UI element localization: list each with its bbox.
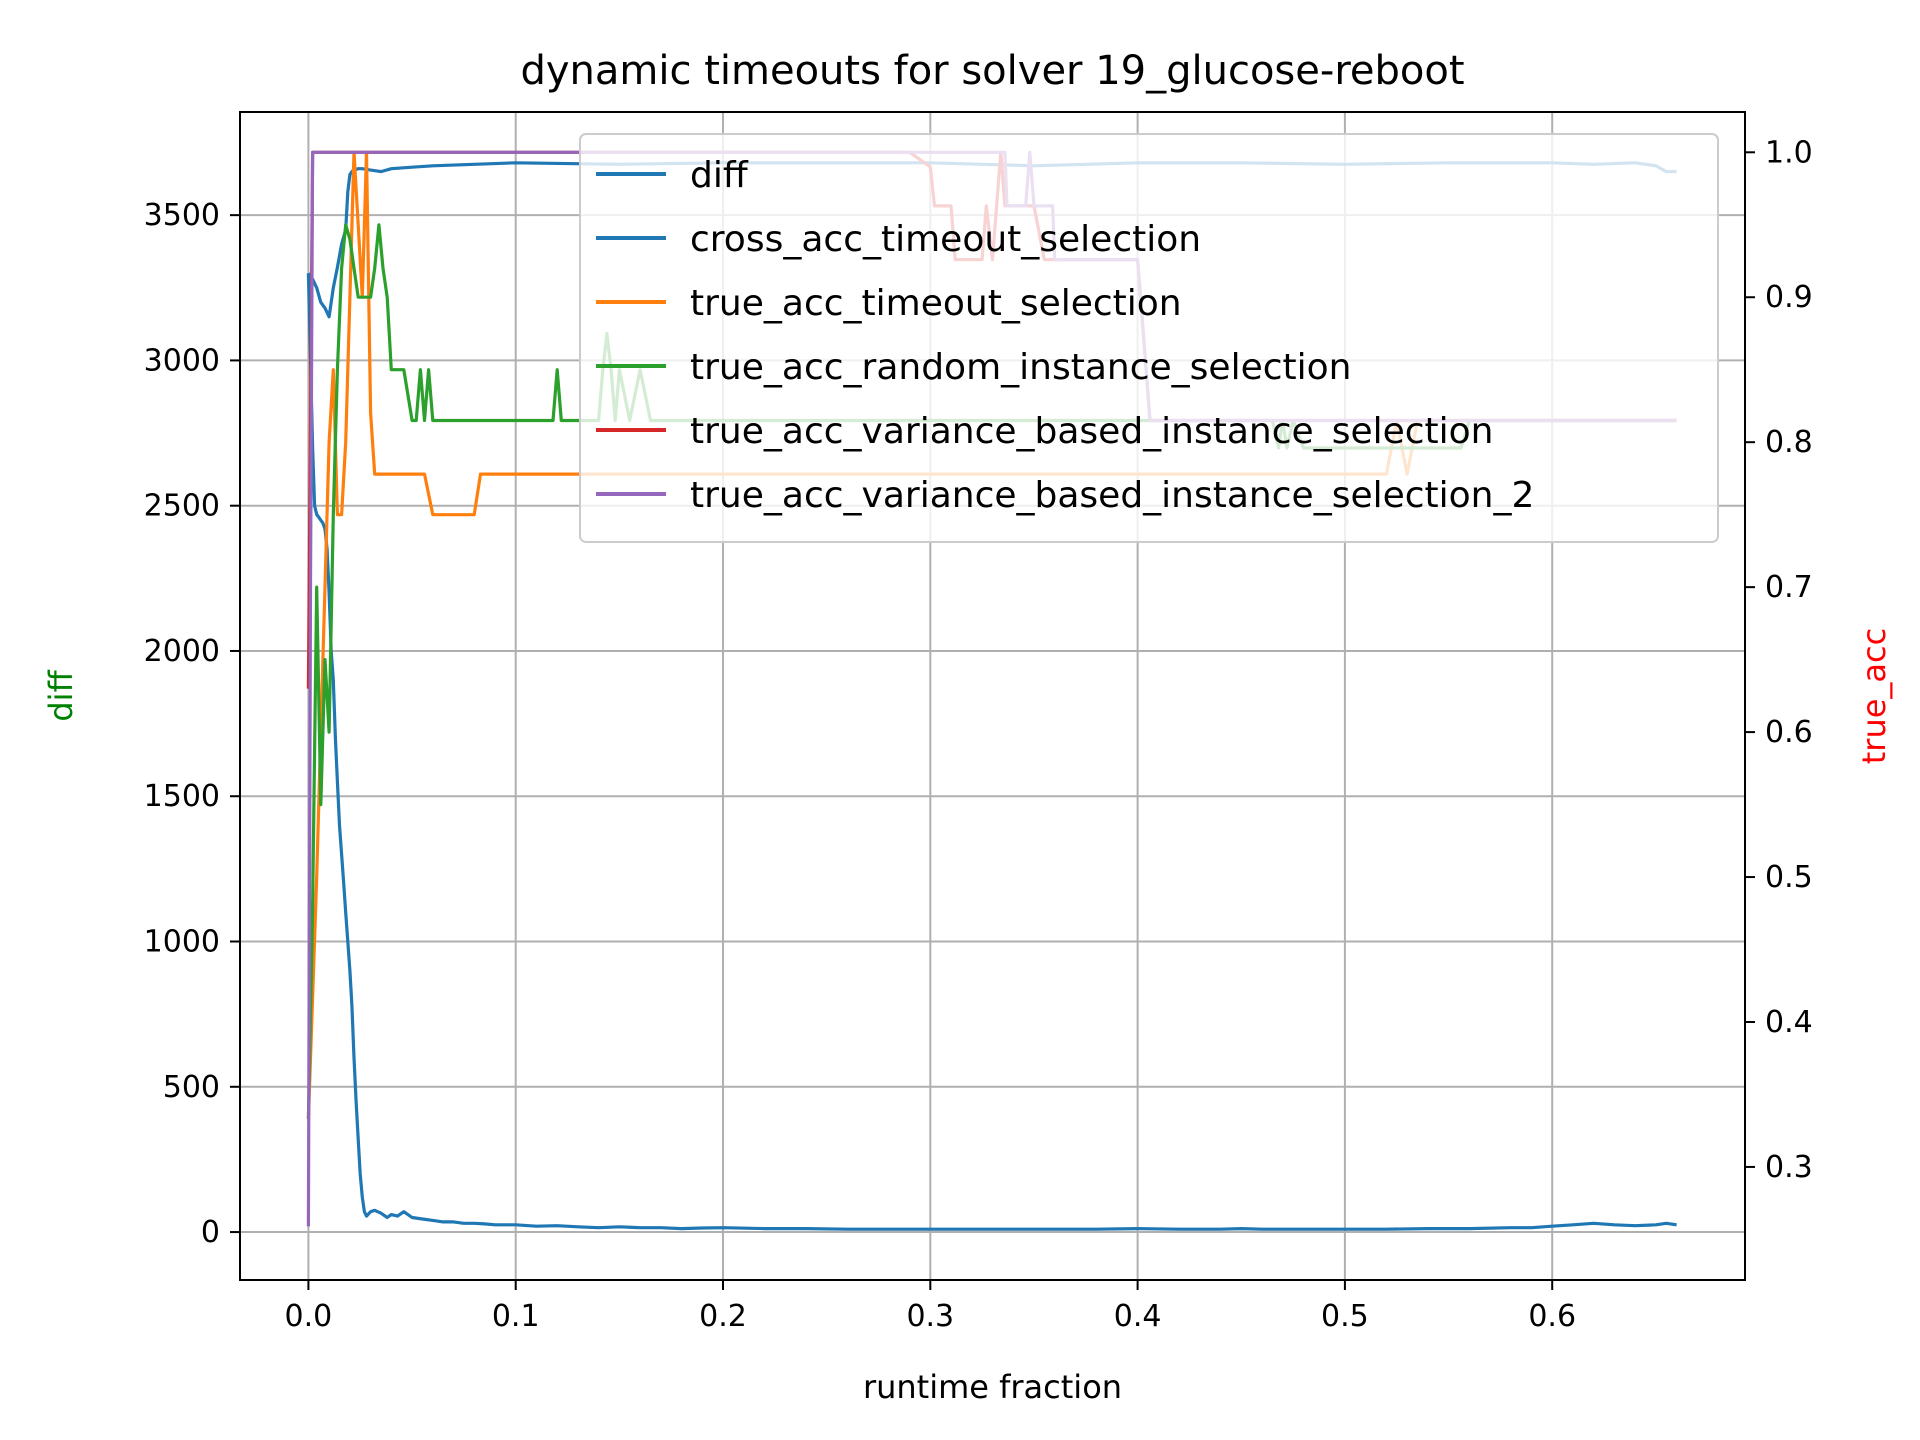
y-right-tick-label: 0.6 bbox=[1765, 715, 1813, 750]
y-left-tick-label: 1500 bbox=[144, 779, 220, 814]
y-right-axis-title: true_acc bbox=[1855, 628, 1893, 764]
legend: diff cross_acc_timeout_selection true_acc_… bbox=[579, 133, 1719, 543]
x-tick-label: 0.5 bbox=[1321, 1299, 1369, 1334]
y-right-tick-label: 0.8 bbox=[1765, 425, 1813, 460]
x-tick-label: 0.1 bbox=[492, 1299, 540, 1334]
legend-label: diff bbox=[690, 155, 749, 196]
y-right-tick-label: 0.9 bbox=[1765, 280, 1813, 315]
y-left-tick-label: 1000 bbox=[144, 925, 220, 960]
y-right-tick-label: 0.3 bbox=[1765, 1150, 1813, 1185]
series-line-diff bbox=[306, 273, 1677, 1231]
legend-label: cross_acc_timeout_selection bbox=[690, 219, 1201, 260]
x-tick-label: 0.0 bbox=[285, 1299, 333, 1334]
y-right-tick-label: 1.0 bbox=[1765, 135, 1813, 170]
axis-ticks: 0.0 0.1 0.2 0.3 0.4 0.5 0.6 0 500 1000 1500 2000 250… bbox=[144, 135, 1813, 1334]
x-tick-label: 0.2 bbox=[699, 1299, 747, 1334]
y-left-tick-label: 3000 bbox=[144, 343, 220, 378]
y-right-tick-label: 0.5 bbox=[1765, 860, 1813, 895]
chart-title: dynamic timeouts for solver 19_glucose-r… bbox=[520, 48, 1464, 94]
x-axis-title: runtime fraction bbox=[863, 1368, 1122, 1406]
legend-box bbox=[579, 133, 1719, 543]
x-tick-label: 0.6 bbox=[1528, 1299, 1576, 1334]
y-left-tick-label: 2000 bbox=[144, 634, 220, 669]
y-left-tick-label: 500 bbox=[163, 1070, 220, 1105]
y-left-tick-label: 3500 bbox=[144, 198, 220, 233]
y-left-axis-title: diff bbox=[42, 669, 80, 721]
y-left-tick-label: 0 bbox=[201, 1215, 220, 1250]
legend-label: true_acc_random_instance_selection bbox=[690, 347, 1351, 388]
plot-frame bbox=[239, 111, 1746, 1281]
legend-label: true_acc_variance_based_instance_selecti… bbox=[690, 475, 1534, 516]
x-tick-label: 0.3 bbox=[906, 1299, 954, 1334]
y-right-tick-label: 0.7 bbox=[1765, 570, 1813, 605]
y-left-tick-label: 2500 bbox=[144, 489, 220, 524]
x-tick-label: 0.4 bbox=[1114, 1299, 1162, 1334]
legend-label: true_acc_timeout_selection bbox=[690, 283, 1182, 324]
y-right-tick-label: 0.4 bbox=[1765, 1005, 1813, 1040]
legend-label: true_acc_variance_based_instance_selecti… bbox=[690, 411, 1494, 452]
